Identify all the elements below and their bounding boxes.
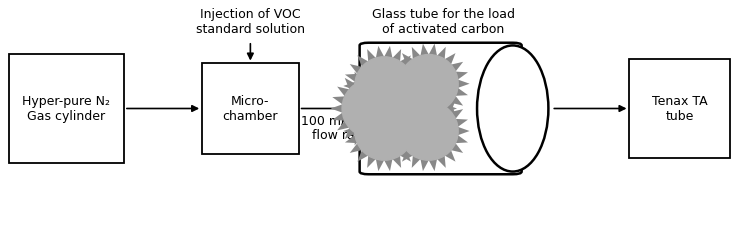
Ellipse shape — [399, 102, 458, 160]
Polygon shape — [375, 69, 457, 149]
Ellipse shape — [399, 55, 458, 114]
Text: Micro-
chamber: Micro- chamber — [222, 95, 278, 123]
Text: Glass tube for the load
of activated carbon: Glass tube for the load of activated car… — [372, 8, 515, 36]
Polygon shape — [343, 91, 425, 171]
Text: 100 mℓ/min-
flow rate: 100 mℓ/min- flow rate — [301, 114, 378, 141]
Text: Hyper-pure N₂
Gas cylinder: Hyper-pure N₂ Gas cylinder — [22, 95, 110, 123]
Polygon shape — [388, 91, 470, 171]
Bar — [202, 64, 298, 154]
Polygon shape — [330, 69, 413, 149]
Bar — [9, 55, 124, 163]
Text: Injection of VOC
standard solution: Injection of VOC standard solution — [196, 8, 305, 36]
FancyBboxPatch shape — [360, 44, 521, 175]
Ellipse shape — [386, 80, 445, 138]
Ellipse shape — [342, 80, 401, 138]
Bar — [630, 60, 730, 158]
Ellipse shape — [354, 102, 413, 160]
Polygon shape — [343, 47, 425, 126]
Polygon shape — [388, 44, 470, 124]
Text: Tenax TA
tube: Tenax TA tube — [652, 95, 707, 123]
Ellipse shape — [354, 57, 413, 116]
Ellipse shape — [477, 46, 548, 172]
